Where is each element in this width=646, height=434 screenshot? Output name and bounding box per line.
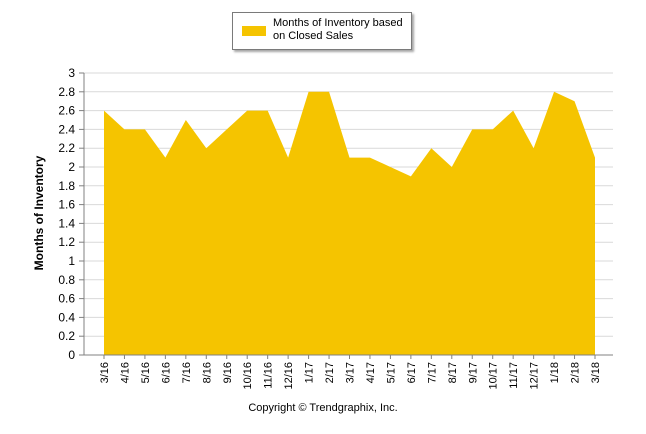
x-tick-label: 6/16: [160, 362, 172, 383]
y-tick-label: 0.6: [58, 292, 75, 306]
x-tick-label: 11/17: [508, 362, 520, 389]
y-tick-label: 0.4: [58, 310, 75, 324]
y-tick-label: 0.8: [58, 273, 75, 287]
y-tick-label: 0.2: [58, 329, 75, 343]
y-tick-label: 2.8: [58, 85, 75, 99]
copyright-text: Copyright © Trendgraphix, Inc.: [248, 402, 398, 414]
x-tick-label: 2/18: [570, 362, 582, 383]
x-tick-label: 4/17: [365, 362, 377, 383]
legend-label-line1: Months of Inventory based: [273, 17, 403, 29]
legend-label-line2: on Closed Sales: [273, 30, 354, 42]
x-tick-label: 1/18: [549, 362, 561, 383]
x-tick-label: 3/18: [590, 362, 602, 383]
x-tick-labels: 3/16 4/16 5/16 6/16 7/16 8/16 9/16 10/16 11/16 12…: [99, 362, 602, 390]
legend-swatch: [242, 26, 266, 36]
x-tick-label: 10/16: [242, 362, 254, 390]
x-tick-label: 12/16: [283, 362, 295, 390]
y-tick-labels: 0 0.2 0.4 0.6 0.8 1 1.2 1.4 1.6 1.8 2 2.2 2.4 2.6 2.8 3: [58, 66, 75, 362]
x-tick-label: 7/16: [181, 362, 193, 383]
y-axis-label: Months of Inventory: [32, 155, 46, 270]
y-tick-label: 2.6: [58, 104, 75, 118]
x-tick-label: 11/16: [263, 362, 275, 389]
x-tick-label: 9/16: [222, 362, 234, 383]
area-fill: [104, 91, 595, 356]
x-tick-label: 1/17: [304, 362, 316, 383]
x-tick-label: 8/16: [201, 362, 213, 383]
legend-label: Months of Inventory based on Closed Sale…: [273, 17, 409, 43]
x-tick-label: 4/16: [119, 362, 131, 383]
y-tick-label: 3: [68, 66, 75, 80]
y-tick-label: 1.8: [58, 179, 75, 193]
x-tick-label: 3/16: [99, 362, 111, 383]
y-tick-label: 1: [68, 254, 75, 268]
y-tick-label: 2.4: [58, 122, 75, 136]
legend: Months of Inventory based on Closed Sale…: [232, 12, 412, 50]
x-tick-label: 7/17: [426, 362, 438, 383]
y-tick-label: 1.4: [58, 216, 75, 230]
y-tick-label: 2.2: [58, 141, 75, 155]
y-tick-label: 0: [68, 348, 75, 362]
axes: [83, 73, 613, 359]
area-series: [103, 91, 596, 356]
x-tick-label: 2/17: [324, 362, 336, 383]
x-tick-label: 5/16: [140, 362, 152, 383]
x-tick-label: 5/17: [385, 362, 397, 383]
y-tick-label: 1.2: [58, 235, 75, 249]
y-tick-label: 1.6: [58, 198, 75, 212]
x-tick-label: 12/17: [529, 362, 541, 390]
y-tick-label: 2: [68, 160, 75, 174]
x-tick-label: 6/17: [406, 362, 418, 383]
x-tick-label: 10/17: [488, 362, 500, 390]
x-tick-label: 8/17: [447, 362, 459, 383]
x-tick-label: 3/17: [345, 362, 357, 383]
x-tick-label: 9/17: [467, 362, 479, 383]
